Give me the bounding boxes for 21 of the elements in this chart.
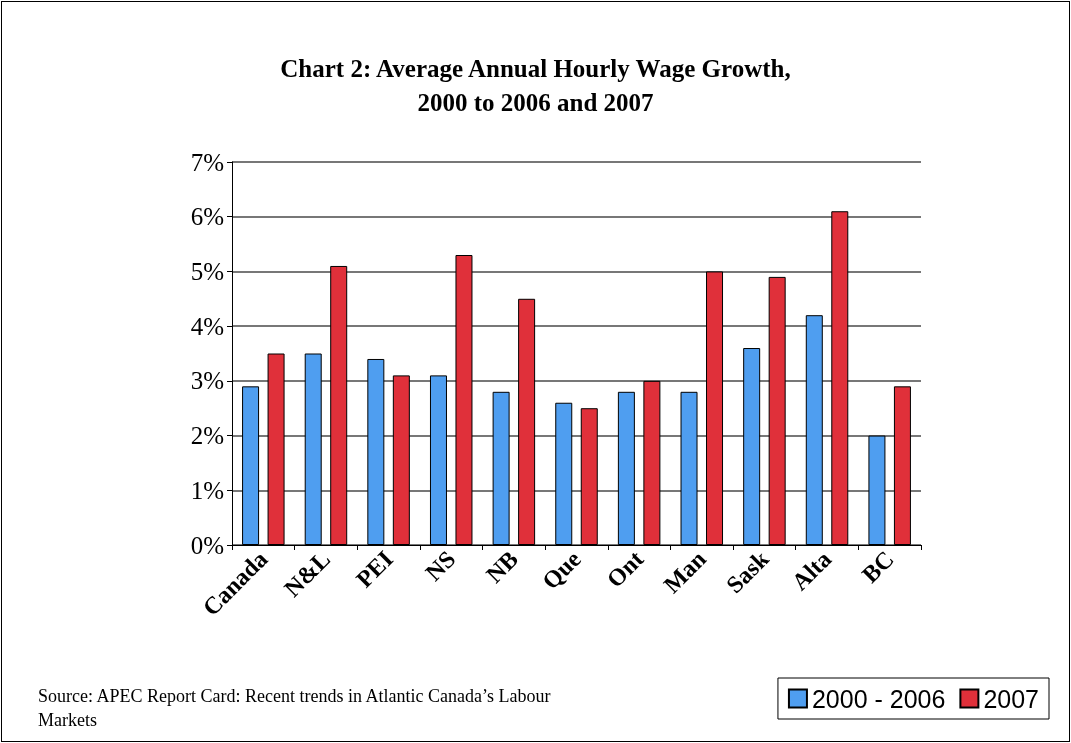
x-tick-label: Que	[537, 545, 586, 595]
y-tick-label: 5%	[190, 257, 224, 285]
y-tick-label: 2%	[190, 422, 224, 450]
legend-label: 2000 - 2006	[811, 684, 946, 713]
source-note: Source: APEC Report Card: Recent trends in Atlantic Canada’s Labour Markets	[38, 685, 552, 732]
y-tick-label: 0%	[190, 531, 224, 559]
y-tick-label: 6%	[190, 203, 224, 231]
y-tick-label: 4%	[190, 312, 224, 340]
y-tick-label: 7%	[190, 148, 224, 176]
x-tick-label: BC	[856, 545, 899, 588]
x-tick-label: PEI	[351, 545, 398, 593]
x-tick-label: Man	[658, 545, 711, 599]
y-tick-label: 3%	[190, 367, 224, 395]
chart-title: Chart 2: Average Annual Hourly Wage Growth, 2000 to 2006 and 2007	[280, 54, 791, 116]
x-tick-label: Ont	[601, 545, 649, 593]
x-tick-label: Alta	[786, 545, 837, 596]
y-tick-label: 1%	[190, 476, 224, 504]
x-tick-label: Sask	[721, 545, 775, 599]
legend-label: 2007	[983, 684, 1040, 713]
x-tick-label: NB	[481, 545, 524, 588]
x-tick-label: NS	[420, 545, 461, 586]
